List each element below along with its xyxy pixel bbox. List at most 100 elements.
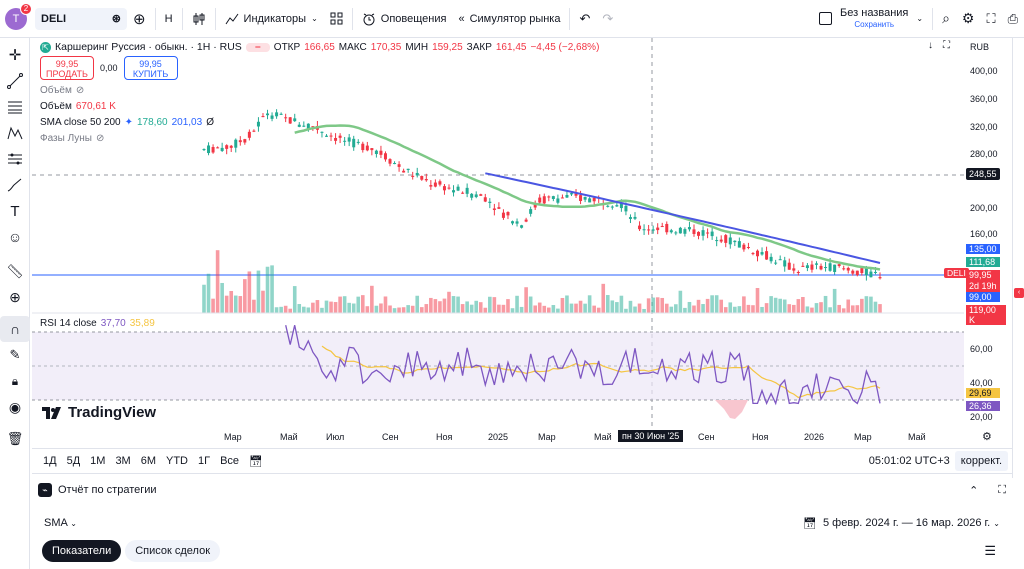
volume-bar xyxy=(633,306,637,313)
candle-body xyxy=(252,130,256,132)
range-6m[interactable]: 6М xyxy=(140,455,156,467)
price-line-tag: 99,00 xyxy=(966,292,1000,302)
maximize-panel-icon[interactable]: ⛶ xyxy=(998,483,1006,496)
volume-bar xyxy=(406,305,410,313)
trendline-tool[interactable] xyxy=(0,68,30,94)
date-range-button[interactable]: 📅︎ xyxy=(244,455,268,468)
range-3m[interactable]: 3М xyxy=(115,455,131,467)
tab-trades[interactable]: Список сделок xyxy=(125,540,221,562)
volume-bar xyxy=(764,303,769,313)
prediction-tool[interactable] xyxy=(0,146,30,172)
rsi-value-tag: 26,36 xyxy=(966,401,1000,411)
price-tick: 360,00 xyxy=(970,94,998,104)
volume-bar xyxy=(819,302,823,313)
time-axis[interactable]: Мар Май Июл Сен Ноя 2025 Мар Май Сен Ноя… xyxy=(32,430,964,446)
tab-metrics[interactable]: Показатели xyxy=(42,540,122,562)
settings-button[interactable]: ⚙ xyxy=(956,0,981,38)
range-1m[interactable]: 1М xyxy=(90,455,106,467)
rsi-legend[interactable]: RSI 14 close 37,70 35,89 xyxy=(40,318,155,329)
indicators-button[interactable]: Индикаторы ⌄ xyxy=(219,0,324,38)
layout-name-button[interactable]: Без названия Сохранить ⌄ xyxy=(813,0,929,38)
quick-search-button[interactable]: ⌕ xyxy=(936,0,956,38)
collapse-icon[interactable]: ⌃ xyxy=(969,484,979,497)
sell-button[interactable]: 99,95 ПРОДАТЬ xyxy=(40,56,94,80)
arrow-down-icon[interactable]: ↓ xyxy=(928,40,933,51)
divider xyxy=(181,7,183,30)
undo-button[interactable]: ↶ xyxy=(573,0,596,38)
eye-off-icon[interactable]: ⊘ xyxy=(96,132,105,144)
currency-label[interactable]: RUB xyxy=(970,42,990,52)
panel-title[interactable]: Отчёт по стратегии xyxy=(58,484,157,496)
range-ytd[interactable]: YTD xyxy=(166,455,188,467)
fullscreen-button[interactable]: ⛶ xyxy=(980,0,1001,38)
pattern-tool[interactable] xyxy=(0,120,30,146)
text-tool[interactable]: T xyxy=(0,198,30,224)
candle-body xyxy=(311,126,315,128)
snapshot-button[interactable]: ⎙ xyxy=(1002,0,1024,38)
measure-tool[interactable]: 📏︎ xyxy=(0,258,30,284)
clock-display[interactable]: 05:01:02 UTC+3 xyxy=(868,455,950,467)
chart-type-button[interactable] xyxy=(186,0,212,38)
hide-tool[interactable]: ◉ xyxy=(0,394,30,420)
range-all[interactable]: Все xyxy=(220,455,240,467)
time-tick: Мар xyxy=(224,432,242,442)
magnet-tool[interactable]: ∩ xyxy=(0,316,30,342)
fib-tool[interactable] xyxy=(0,94,30,120)
price-chart[interactable] xyxy=(32,38,964,443)
zoom-in-icon: ⊕ xyxy=(9,288,21,305)
volume-bar xyxy=(787,304,792,313)
date-range-select[interactable]: 5 февр. 2024 г. — 16 мар. 2026 г. ⌄ xyxy=(823,517,1000,529)
legend-volume1[interactable]: Объём ⊘ xyxy=(40,84,85,96)
tradingview-logo[interactable]: TradingView xyxy=(42,404,156,421)
range-1y[interactable]: 1Г xyxy=(198,455,211,467)
range-1d[interactable]: 1Д xyxy=(43,455,57,467)
volume-bar xyxy=(560,297,565,313)
volume-bar xyxy=(873,301,878,313)
symbol-title[interactable]: Каршеринг Руссия · обыкн. · 1Н · RUS xyxy=(55,41,242,53)
change-value: −4,45 (−2,68%) xyxy=(530,41,600,53)
symbol-search[interactable]: DELI ⊛ xyxy=(35,7,127,30)
candle-body xyxy=(420,176,424,180)
trendline-icon xyxy=(7,73,23,89)
range-5d[interactable]: 5Д xyxy=(66,455,81,467)
interval-button[interactable]: H xyxy=(164,12,173,25)
strategy-select[interactable]: SMA ⌄ xyxy=(44,517,77,529)
candle-body xyxy=(869,271,873,278)
volume-bar xyxy=(220,282,224,313)
candle-body xyxy=(393,163,397,165)
emoji-tool[interactable]: ☺ xyxy=(0,224,30,250)
redo-button[interactable]: ↷ xyxy=(596,0,619,38)
volume-bar xyxy=(723,307,728,313)
volume-bar xyxy=(660,297,665,313)
eye-off-icon[interactable]: ⊘ xyxy=(75,84,85,96)
compare-button[interactable]: ⊕ xyxy=(127,0,152,38)
lock-tool[interactable]: 🔒︎ xyxy=(0,368,30,394)
volume-bar xyxy=(778,298,782,313)
crosshair-tool[interactable]: ✛ xyxy=(0,42,30,68)
layouts-button[interactable] xyxy=(324,0,349,38)
buy-button[interactable]: 99,95 КУПИТЬ xyxy=(123,56,178,80)
alerts-button[interactable]: Оповещения xyxy=(356,0,453,38)
menu-icon[interactable]: ☰ xyxy=(984,543,996,558)
delete-tool[interactable]: 🗑︎ xyxy=(0,426,30,452)
stay-drawing-tool[interactable]: ✎ xyxy=(0,342,30,368)
candle-body xyxy=(769,256,773,262)
adjust-button[interactable]: коррект. xyxy=(954,451,1008,471)
legend-volume2[interactable]: Объём 670,61 K xyxy=(40,100,116,112)
volume-bar xyxy=(601,283,606,313)
chevron-down-icon: ⌄ xyxy=(916,14,924,23)
brush-tool[interactable] xyxy=(0,172,30,198)
time-tick: Сен xyxy=(698,432,715,442)
legend-sma[interactable]: SMA close 50 200 ✦ 178,60 201,03 Ø xyxy=(40,116,214,128)
maximize-icon[interactable]: ⛶ xyxy=(943,40,950,51)
volume-bar xyxy=(497,304,501,313)
fib-lines-icon xyxy=(8,101,22,114)
replay-button[interactable]: «Симулятор рынка xyxy=(458,12,561,25)
legend-moon[interactable]: Фазы Луны ⊘ xyxy=(40,132,105,144)
price-scale[interactable]: RUB 400,00 360,00 320,00 280,00 200,00 1… xyxy=(964,38,1012,443)
chevron-left-icon[interactable]: ‹ xyxy=(1014,288,1024,298)
zoom-tool[interactable]: ⊕ xyxy=(0,284,30,310)
settings-icon[interactable]: ⚙ xyxy=(982,431,992,443)
